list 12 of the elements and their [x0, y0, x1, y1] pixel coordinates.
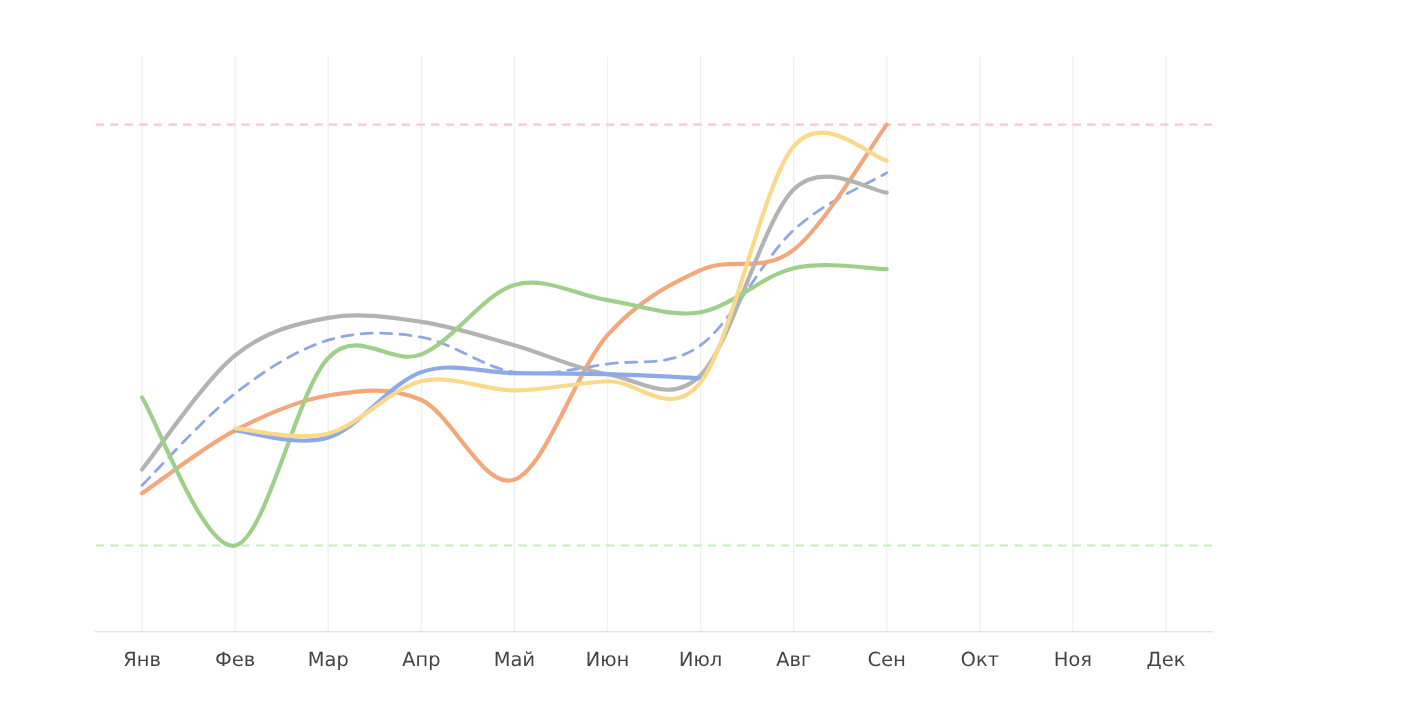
x-tick-label: Май — [495, 651, 534, 667]
x-tick-label: Фев — [216, 651, 255, 667]
x-tick-label: Июн — [587, 651, 628, 667]
x-tick-label: Сен — [868, 651, 905, 667]
x-tick-label: Янв — [124, 651, 160, 667]
x-tick-label: Дек — [1147, 651, 1185, 670]
x-tick-label: Июл — [680, 651, 721, 667]
x-tick-label: Окт — [961, 651, 999, 667]
x-tick-label: Авг — [776, 651, 811, 667]
x-tick-label: Мар — [309, 651, 348, 671]
x-tick-label: Апр — [402, 651, 440, 671]
x-tick-label: Ноя — [1055, 651, 1091, 667]
